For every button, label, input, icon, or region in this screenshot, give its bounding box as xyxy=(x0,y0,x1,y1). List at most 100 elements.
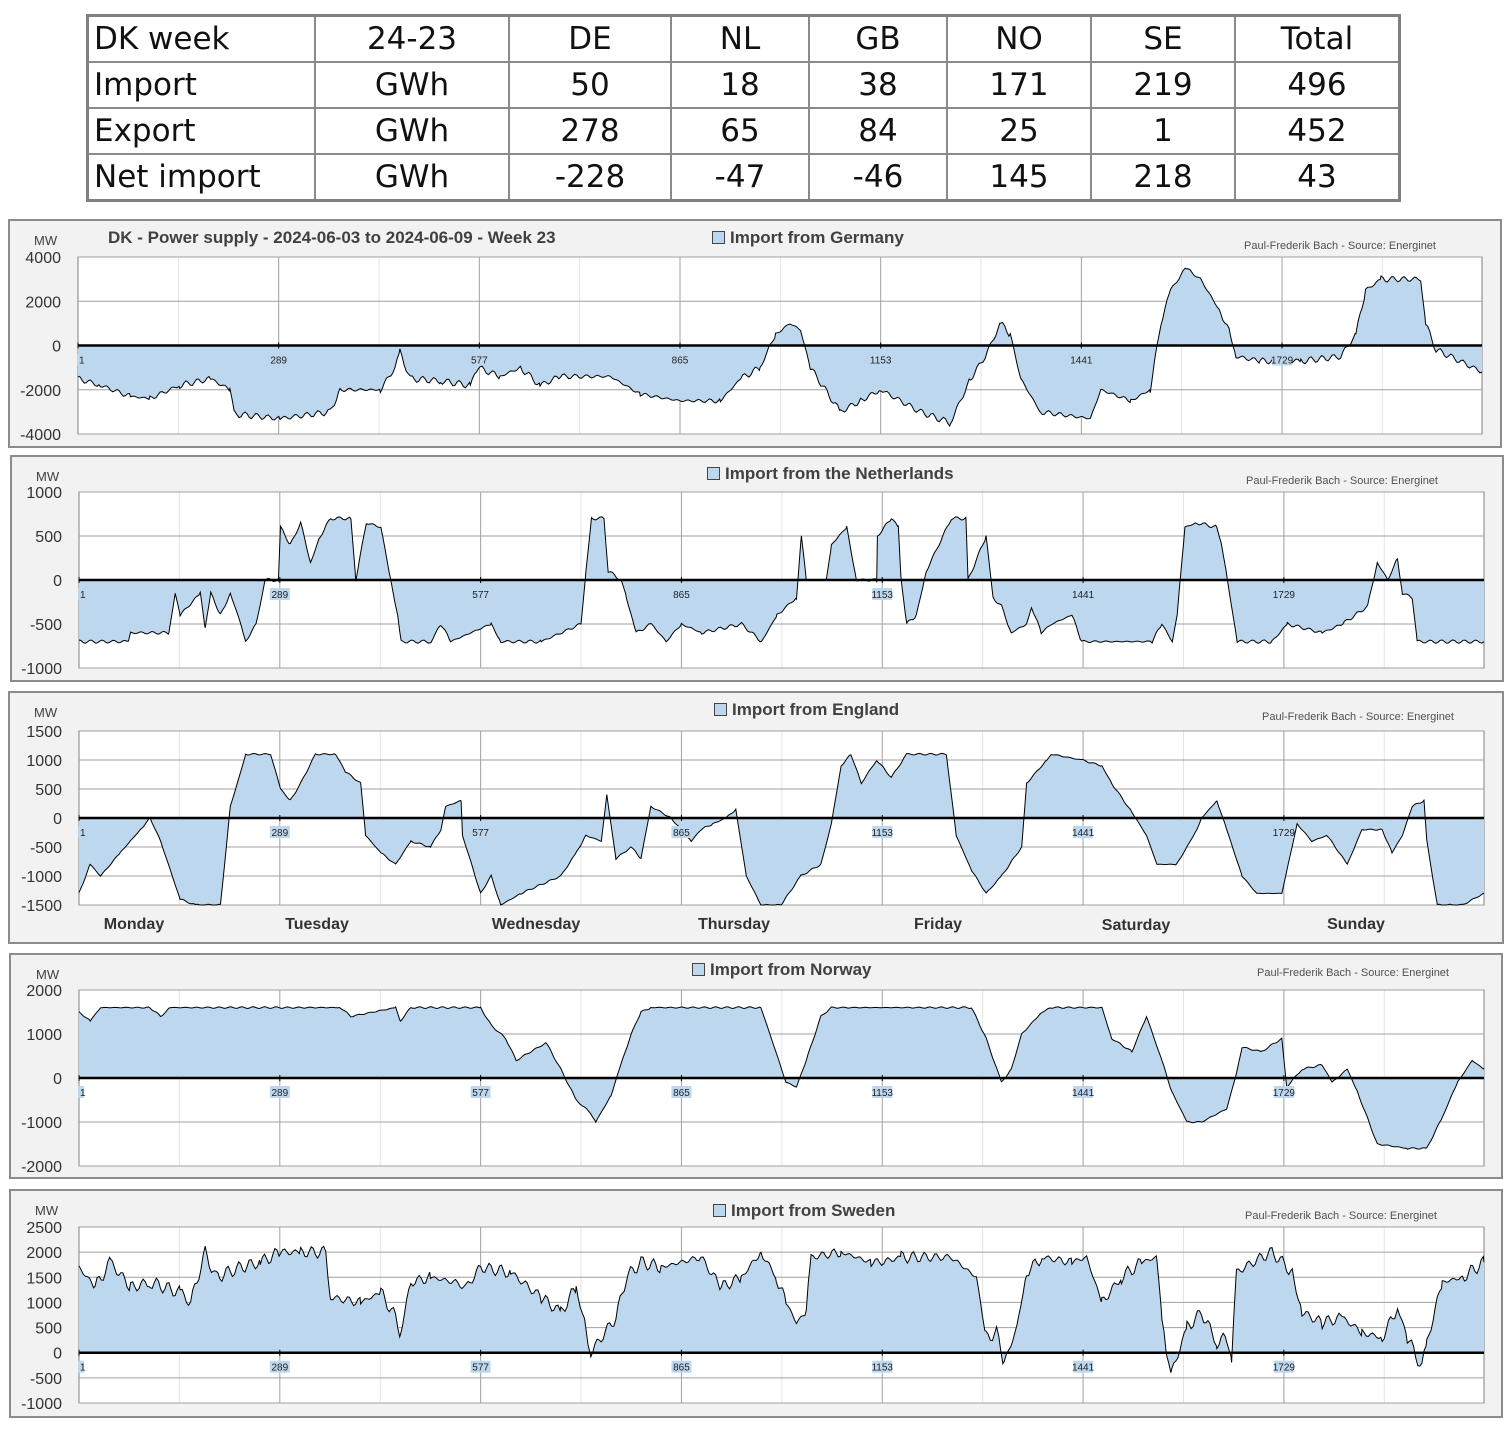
x-tick-label-bg xyxy=(671,1360,692,1373)
y-tick-label: -1000 xyxy=(21,869,62,886)
table-cell: 171 xyxy=(946,61,1092,109)
table-cell: Import xyxy=(86,61,316,109)
table-cell: GB xyxy=(808,14,948,63)
y-tick-label: 2000 xyxy=(25,294,61,311)
table-cell: Total xyxy=(1234,14,1401,63)
x-tick-label-bg xyxy=(470,826,491,838)
y-tick-label: -1000 xyxy=(21,1115,62,1132)
x-tick-label-bg xyxy=(77,353,83,366)
table-cell: 38 xyxy=(808,61,948,109)
x-tick-label: 1441 xyxy=(1070,356,1093,367)
day-label: Wednesday xyxy=(491,916,581,933)
y-tick-label: 0 xyxy=(53,573,62,590)
day-label: Saturday xyxy=(1101,917,1171,934)
day-label: Thursday xyxy=(697,916,771,933)
x-tick-label-bg xyxy=(1273,1360,1294,1373)
table-cell: 84 xyxy=(808,107,948,155)
x-tick-label: 1729 xyxy=(1273,828,1296,839)
x-tick-label-bg xyxy=(671,826,692,838)
x-tick-label: 1441 xyxy=(1072,828,1095,839)
x-tick-label: 577 xyxy=(472,1363,489,1374)
x-tick-label: 289 xyxy=(271,590,288,601)
x-tick-label-bg xyxy=(268,353,289,366)
x-tick-label-bg xyxy=(269,1086,290,1098)
day-label: Friday xyxy=(913,916,963,933)
table-cell: 452 xyxy=(1234,107,1401,155)
x-tick-label-bg xyxy=(469,353,490,366)
x-tick-label: 1 xyxy=(80,828,86,839)
table-cell: 65 xyxy=(670,107,810,155)
source-credit: Paul-Frederik Bach - Source: Energinet xyxy=(1245,1210,1437,1222)
x-tick-label-bg xyxy=(1273,588,1294,600)
legend-swatch xyxy=(707,467,720,480)
y-tick-label: 1500 xyxy=(26,1270,62,1287)
y-tick-label: 500 xyxy=(35,529,62,546)
series-area xyxy=(78,268,1482,426)
y-tick-label: 2000 xyxy=(26,1245,62,1262)
table-cell: 219 xyxy=(1090,61,1236,109)
table-cell: -47 xyxy=(670,153,810,202)
table-cell: 24-23 xyxy=(314,14,510,63)
table-cell: SE xyxy=(1090,14,1236,63)
unit-label: MW xyxy=(34,233,58,248)
y-tick-label: 2500 xyxy=(26,1220,62,1237)
x-tick-label-bg xyxy=(872,826,893,838)
chart-3: 2000 1000 0 -1000 -2000 1 289 577 865 1153 1441 172… xyxy=(21,983,1485,1176)
y-tick-label: 1000 xyxy=(26,1027,62,1044)
x-tick-label-bg xyxy=(470,588,491,600)
y-tick-label: 0 xyxy=(53,1071,62,1088)
x-tick-label-bg xyxy=(1071,353,1092,366)
y-tick-label: 500 xyxy=(35,782,62,799)
x-tick-label: 1729 xyxy=(1273,590,1296,601)
chart-0: 4000 2000 0 -2000 -4000 1 289 577 865 1153 1441 172… xyxy=(20,250,1483,444)
x-tick-label: 865 xyxy=(673,1088,690,1099)
y-tick-label: 4000 xyxy=(25,250,61,267)
y-tick-label: 0 xyxy=(53,811,62,828)
y-tick-label: 1000 xyxy=(26,753,62,770)
x-tick-label: 865 xyxy=(672,356,689,367)
x-tick-label-bg xyxy=(470,1086,491,1098)
source-credit: Paul-Frederik Bach - Source: Energinet xyxy=(1257,967,1449,979)
x-tick-label: 1 xyxy=(80,1363,86,1374)
x-tick-label: 289 xyxy=(271,828,288,839)
x-tick-label: 1729 xyxy=(1273,1088,1296,1099)
legend-germany: Import from Germany xyxy=(712,228,904,248)
x-tick-label-bg xyxy=(78,588,84,600)
x-tick-label-bg xyxy=(872,1360,893,1373)
y-tick-label: -500 xyxy=(30,1371,62,1388)
series-area xyxy=(79,753,1484,905)
chart-4: 2500 2000 1500 1000 500 0 -500 -1000 1 289 577 865 1… xyxy=(21,1220,1485,1413)
unit-label: MW xyxy=(35,1203,59,1218)
x-tick-label: 865 xyxy=(673,590,690,601)
y-tick-label: 0 xyxy=(52,339,61,356)
x-tick-label: 1153 xyxy=(871,828,893,839)
table-cell: GWh xyxy=(314,153,510,202)
x-tick-label-bg xyxy=(671,588,692,600)
legend-label: Import from Germany xyxy=(730,228,904,247)
unit-label: MW xyxy=(36,469,60,484)
x-tick-label-bg xyxy=(872,1086,893,1098)
x-tick-label-bg xyxy=(1073,826,1094,838)
y-tick-label: -1000 xyxy=(21,1396,62,1413)
x-tick-label-bg xyxy=(671,1086,692,1098)
x-tick-label: 577 xyxy=(471,356,488,367)
x-tick-label: 1153 xyxy=(871,1088,893,1099)
y-tick-label: 0 xyxy=(53,1346,62,1363)
legend-sweden: Import from Sweden xyxy=(713,1201,895,1221)
y-tick-label: 2000 xyxy=(26,983,62,1000)
x-tick-label-bg xyxy=(78,1360,84,1373)
legend-swatch xyxy=(713,1204,726,1217)
legend-netherlands: Import from the Netherlands xyxy=(707,464,954,484)
table-row: Import GWh 50 18 38 171 219 496 xyxy=(86,61,1401,109)
table-row: Export GWh 278 65 84 25 1 452 xyxy=(86,107,1401,155)
x-tick-label: 577 xyxy=(472,828,489,839)
x-tick-label: 577 xyxy=(472,1088,489,1099)
legend-label: Import from Norway xyxy=(710,960,872,979)
x-tick-label: 1441 xyxy=(1072,1363,1095,1374)
source-credit: Paul-Frederik Bach - Source: Energinet xyxy=(1262,711,1454,723)
table-header-row: DK week 24-23 DE NL GB NO SE Total xyxy=(86,14,1401,63)
day-label: Monday xyxy=(103,916,165,933)
table-cell: 1 xyxy=(1090,107,1236,155)
legend-norway: Import from Norway xyxy=(692,960,872,980)
y-tick-label: 1500 xyxy=(26,724,62,741)
